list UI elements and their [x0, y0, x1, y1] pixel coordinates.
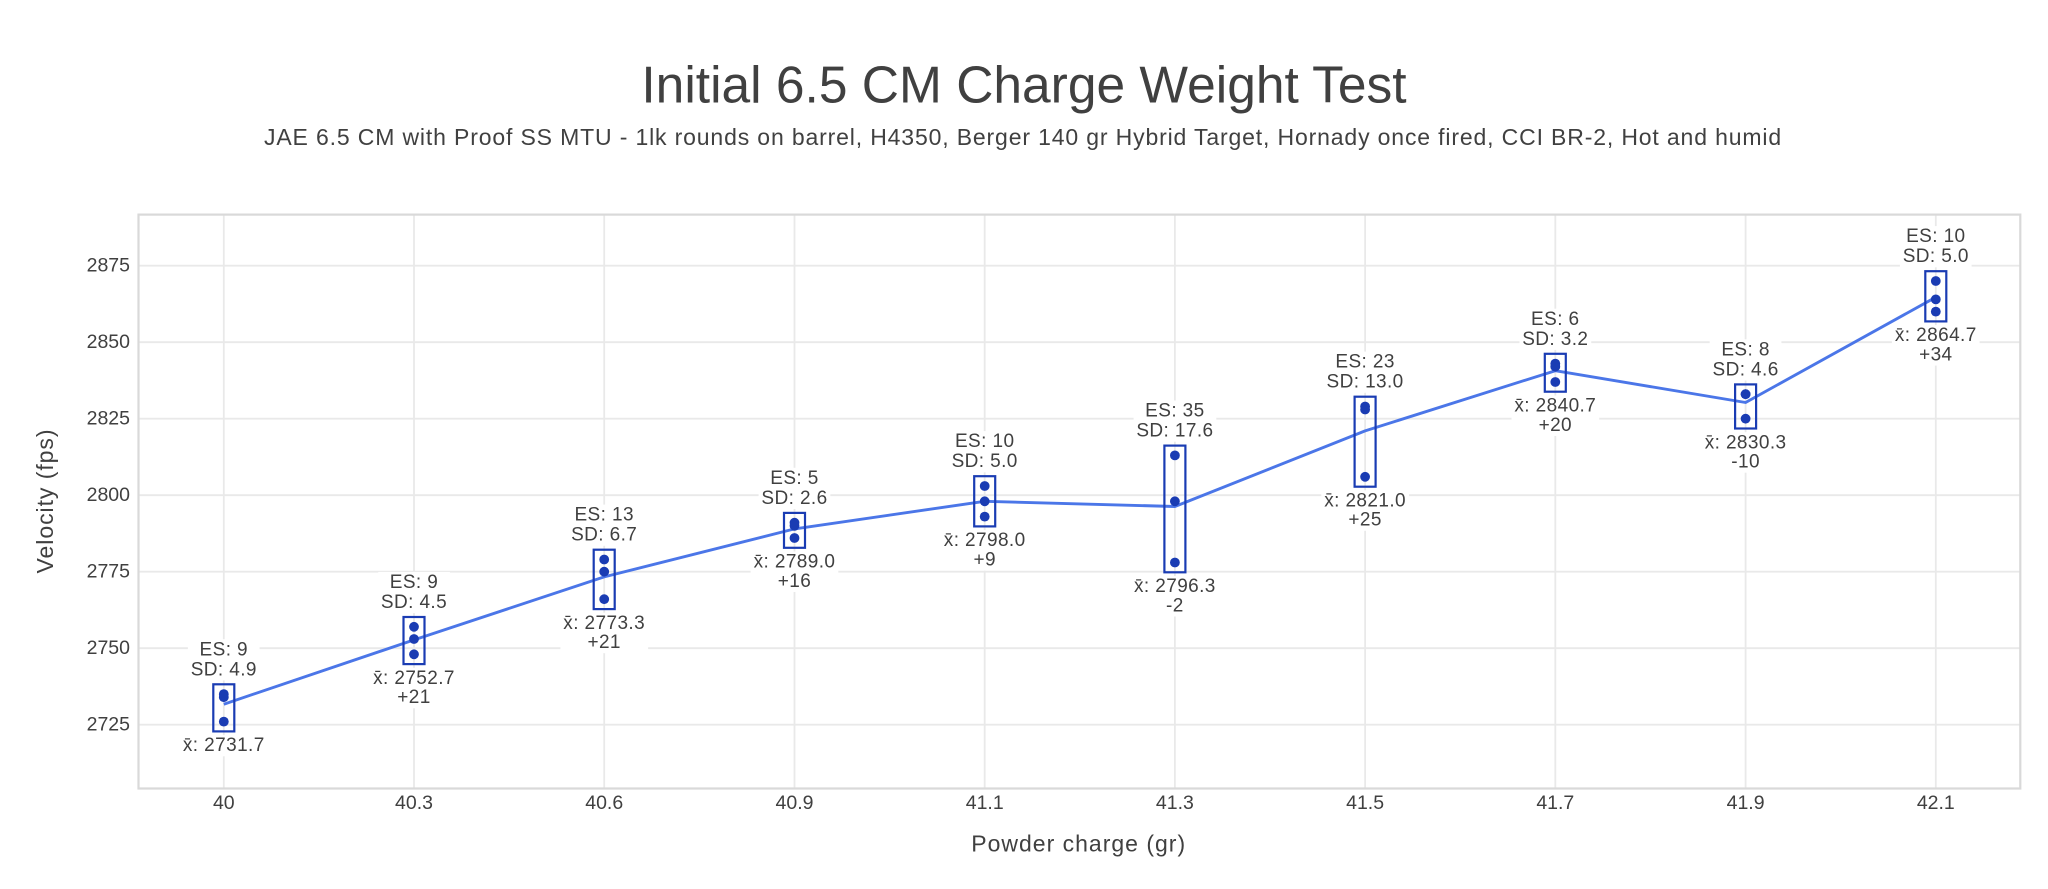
svg-text:2850: 2850 — [87, 331, 131, 353]
svg-text:SD: 4.6: SD: 4.6 — [1713, 359, 1779, 380]
svg-text:ES: 23: ES: 23 — [1335, 352, 1394, 373]
svg-text:2775: 2775 — [87, 561, 131, 583]
svg-text:SD: 5.0: SD: 5.0 — [1903, 246, 1969, 267]
svg-text:2725: 2725 — [87, 714, 131, 736]
svg-text:+34: +34 — [1919, 345, 1952, 366]
svg-text:SD: 17.6: SD: 17.6 — [1136, 421, 1213, 442]
svg-text:41.1: 41.1 — [966, 792, 1004, 814]
svg-text:x̄: 2731.7: x̄: 2731.7 — [183, 735, 265, 756]
svg-text:41.5: 41.5 — [1346, 792, 1384, 814]
svg-text:40.6: 40.6 — [585, 792, 623, 814]
svg-text:ES: 5: ES: 5 — [770, 468, 818, 489]
svg-text:+21: +21 — [397, 687, 430, 708]
svg-text:SD: 2.6: SD: 2.6 — [761, 488, 827, 509]
svg-text:-10: -10 — [1731, 452, 1760, 473]
svg-text:SD: 5.0: SD: 5.0 — [952, 451, 1018, 472]
svg-text:ES: 8: ES: 8 — [1721, 339, 1769, 360]
svg-text:Initial 6.5 CM Charge Weight T: Initial 6.5 CM Charge Weight Test — [641, 56, 1406, 114]
svg-text:ES: 9: ES: 9 — [390, 572, 438, 593]
svg-text:ES: 10: ES: 10 — [955, 431, 1014, 452]
svg-text:2875: 2875 — [87, 255, 131, 277]
svg-text:ES: 13: ES: 13 — [574, 505, 633, 526]
svg-text:x̄: 2840.7: x̄: 2840.7 — [1514, 396, 1596, 417]
svg-text:SD: 4.5: SD: 4.5 — [381, 592, 447, 613]
svg-text:Powder charge (gr): Powder charge (gr) — [971, 831, 1186, 857]
svg-text:40.9: 40.9 — [776, 792, 814, 814]
svg-text:ES: 10: ES: 10 — [1906, 226, 1965, 247]
svg-text:2825: 2825 — [87, 408, 131, 430]
svg-text:+20: +20 — [1539, 415, 1572, 436]
svg-text:ES: 6: ES: 6 — [1531, 309, 1579, 330]
svg-text:+9: +9 — [973, 550, 995, 571]
svg-text:-2: -2 — [1166, 595, 1184, 616]
svg-text:Velocity (fps): Velocity (fps) — [32, 429, 58, 574]
svg-text:SD: 13.0: SD: 13.0 — [1327, 372, 1404, 393]
svg-text:2750: 2750 — [87, 637, 131, 659]
svg-text:SD: 6.7: SD: 6.7 — [571, 525, 637, 546]
svg-text:ES: 9: ES: 9 — [200, 639, 248, 660]
svg-text:40: 40 — [213, 792, 235, 814]
svg-text:x̄: 2796.3: x̄: 2796.3 — [1134, 576, 1216, 597]
svg-text:SD: 3.2: SD: 3.2 — [1522, 329, 1588, 350]
svg-text:+16: +16 — [778, 571, 811, 592]
svg-text:2800: 2800 — [87, 484, 131, 506]
svg-text:x̄: 2821.0: x̄: 2821.0 — [1324, 490, 1406, 511]
svg-text:41.7: 41.7 — [1536, 792, 1574, 814]
svg-text:x̄: 2830.3: x̄: 2830.3 — [1705, 432, 1787, 453]
svg-text:JAE 6.5 CM with Proof SS MTU -: JAE 6.5 CM with Proof SS MTU - 1lk round… — [264, 124, 1782, 150]
svg-text:x̄: 2798.0: x̄: 2798.0 — [944, 530, 1026, 551]
svg-text:x̄: 2789.0: x̄: 2789.0 — [754, 552, 836, 573]
svg-text:x̄: 2773.3: x̄: 2773.3 — [563, 613, 645, 634]
svg-text:SD: 4.9: SD: 4.9 — [191, 659, 257, 680]
svg-text:x̄: 2864.7: x̄: 2864.7 — [1895, 325, 1977, 346]
svg-text:42.1: 42.1 — [1917, 792, 1955, 814]
svg-text:41.3: 41.3 — [1156, 792, 1194, 814]
svg-text:40.3: 40.3 — [395, 792, 433, 814]
svg-text:ES: 35: ES: 35 — [1145, 401, 1204, 422]
svg-text:+25: +25 — [1348, 510, 1381, 531]
svg-text:+21: +21 — [587, 632, 620, 653]
svg-text:x̄: 2752.7: x̄: 2752.7 — [373, 668, 455, 689]
svg-text:41.9: 41.9 — [1727, 792, 1765, 814]
